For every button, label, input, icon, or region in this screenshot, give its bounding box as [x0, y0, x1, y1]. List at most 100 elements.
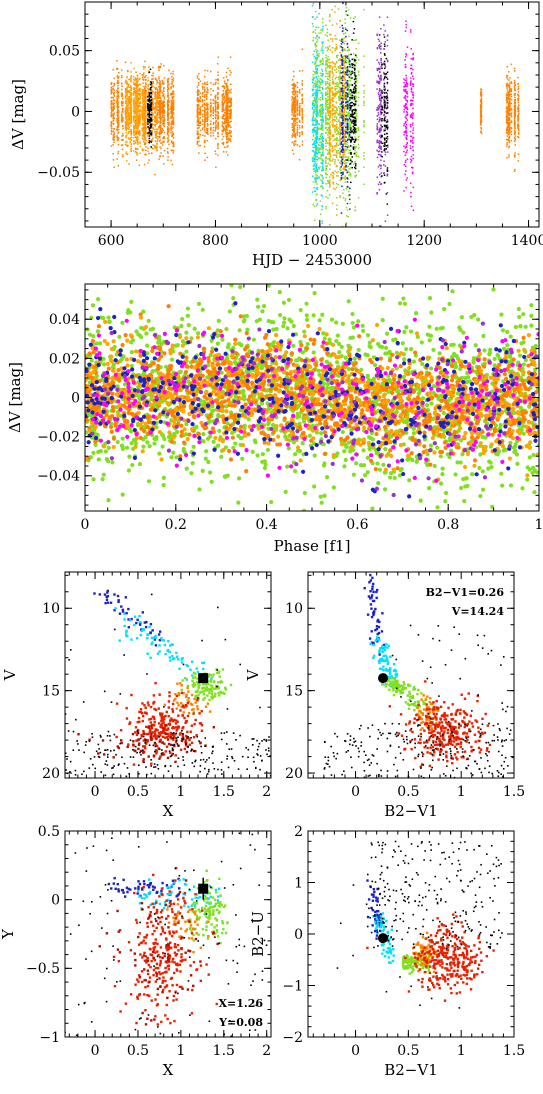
- lightcurve-point: [160, 109, 162, 112]
- lightcurve-point: [167, 131, 169, 133]
- lightcurve-point: [225, 128, 228, 130]
- lightcurve-point: [196, 140, 199, 143]
- lightcurve-point: [301, 112, 303, 114]
- lightcurve-point: [335, 55, 338, 57]
- lightcurve-point: [117, 79, 119, 82]
- lightcurve-point: [354, 98, 357, 100]
- lightcurve-point: [121, 118, 123, 120]
- lightcurve-point: [224, 100, 226, 102]
- lightcurve-point: [130, 128, 132, 131]
- lightcurve-point: [163, 98, 166, 100]
- lightcurve-point: [317, 166, 320, 169]
- lightcurve-point: [144, 66, 146, 68]
- lightcurve-point: [325, 118, 327, 120]
- lightcurve-point: [313, 164, 315, 167]
- lightcurve-point: [126, 107, 128, 110]
- lightcurve-point: [110, 113, 113, 116]
- lightcurve-point: [121, 93, 123, 95]
- lightcurve-point: [349, 77, 352, 79]
- lightcurve-point: [327, 78, 329, 81]
- lightcurve-point: [319, 111, 321, 113]
- lightcurve-point: [150, 117, 153, 120]
- lightcurve-point: [166, 132, 169, 135]
- lightcurve-point: [326, 190, 329, 192]
- lightcurve-point: [142, 94, 145, 96]
- lightcurve-point: [347, 92, 350, 95]
- lightcurve-point: [148, 105, 150, 107]
- lightcurve-point: [112, 116, 115, 118]
- lightcurve-point: [129, 141, 132, 143]
- lightcurve-point: [121, 92, 123, 94]
- lightcurve-point: [315, 151, 317, 153]
- lightcurve-point: [229, 112, 231, 115]
- lightcurve-point: [134, 131, 137, 133]
- lightcurve-point: [121, 114, 123, 117]
- lightcurve-point: [296, 99, 299, 101]
- lightcurve-point: [327, 66, 329, 69]
- lightcurve-point: [149, 118, 152, 121]
- lightcurve-point: [293, 98, 296, 101]
- lightcurve-point: [196, 100, 199, 102]
- lightcurve-point: [347, 111, 350, 113]
- lightcurve-point: [158, 140, 161, 142]
- lightcurve-point: [337, 170, 340, 173]
- lightcurve-point: [152, 126, 154, 129]
- lightcurve-point: [161, 131, 164, 133]
- lightcurve-point: [316, 78, 319, 80]
- lightcurve-point: [314, 101, 317, 103]
- lightcurve-point: [347, 131, 350, 134]
- lightcurve-point: [348, 69, 350, 72]
- lightcurve-point: [321, 143, 324, 146]
- lightcurve-point: [126, 76, 128, 78]
- lightcurve-point: [226, 102, 228, 105]
- lightcurve-point: [337, 92, 339, 94]
- lightcurve-point: [132, 130, 135, 133]
- lightcurve-point: [326, 101, 329, 103]
- lightcurve-point: [157, 128, 159, 131]
- lightcurve-point: [344, 143, 346, 146]
- lightcurve-point: [149, 113, 151, 116]
- lightcurve-point: [142, 115, 145, 118]
- lightcurve-point: [363, 84, 365, 87]
- lightcurve-point: [139, 97, 141, 100]
- lightcurve-point: [296, 104, 299, 106]
- lightcurve-point: [134, 119, 137, 122]
- lightcurve-point: [116, 97, 118, 100]
- lightcurve-point: [316, 36, 318, 38]
- lightcurve-point: [225, 135, 228, 138]
- lightcurve-point: [147, 113, 149, 116]
- lightcurve-point: [325, 127, 327, 130]
- lightcurve-point: [167, 152, 169, 154]
- lightcurve-point: [314, 130, 316, 132]
- lightcurve-point: [316, 72, 319, 74]
- lightcurve-point: [122, 154, 124, 156]
- lightcurve-point: [226, 104, 229, 106]
- lightcurve-point: [158, 109, 161, 112]
- lightcurve-point: [147, 106, 149, 108]
- lightcurve-point: [334, 115, 336, 117]
- lightcurve-point: [221, 124, 223, 126]
- lightcurve-point: [130, 125, 132, 127]
- lightcurve-point: [111, 131, 113, 133]
- lightcurve-point: [206, 106, 209, 109]
- lightcurve-point: [128, 90, 130, 92]
- lightcurve-point: [160, 99, 162, 102]
- lightcurve-point: [147, 94, 149, 97]
- lightcurve-point: [334, 78, 336, 80]
- lightcurve-point: [326, 173, 328, 176]
- lightcurve-point: [321, 149, 324, 151]
- lightcurve-point: [171, 141, 173, 143]
- lightcurve-point: [126, 111, 128, 113]
- lightcurve-point: [325, 132, 327, 134]
- lightcurve-point: [327, 96, 329, 98]
- lightcurve-point: [339, 113, 341, 116]
- lightcurve-point: [322, 187, 324, 189]
- lightcurve-point: [160, 147, 162, 150]
- lightcurve-point: [111, 110, 113, 113]
- lightcurve-point: [198, 111, 200, 114]
- lightcurve-point: [326, 153, 329, 155]
- lightcurve-point: [199, 133, 202, 136]
- lightcurve-point: [327, 58, 329, 61]
- lightcurve-point: [201, 128, 204, 131]
- lightcurve-point: [301, 84, 303, 86]
